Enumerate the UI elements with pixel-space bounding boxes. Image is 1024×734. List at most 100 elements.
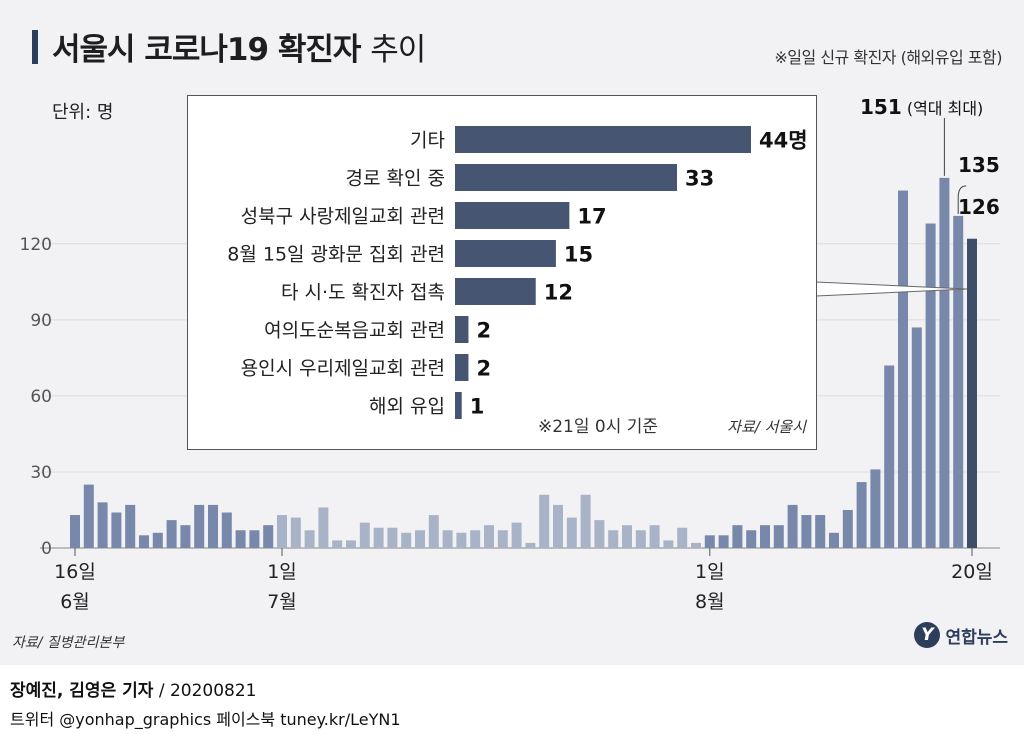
daily-bar [760, 525, 770, 548]
social-line: 트위터 @yonhap_graphics 페이스북 tuney.kr/LeYN1 [10, 710, 401, 729]
daily-bar [801, 515, 812, 548]
daily-bar [884, 365, 895, 548]
daily-bar [221, 512, 232, 548]
value-annotation: 126 [958, 195, 1000, 219]
x-tick-label-month: 6월 [60, 591, 90, 613]
daily-bar [815, 515, 826, 548]
daily-bar [152, 532, 163, 548]
category-label: 해외 유입 [369, 396, 445, 418]
daily-bar [442, 530, 453, 548]
yonhap-logo-icon: Y [914, 622, 941, 648]
daily-bar [290, 517, 301, 548]
daily-bar [870, 469, 881, 548]
category-label: 타 시·도 확진자 접촉 [281, 282, 445, 304]
x-tick-label-month: 8월 [695, 591, 725, 613]
chart-panel: 서울시 코로나19 확진자 추이 ※일일 신규 확진자 (해외유입 포함) 단위… [0, 0, 1024, 665]
inset-source: 자료/ 서울시 [727, 418, 807, 436]
daily-bar [939, 177, 950, 548]
credit-date: / 20200821 [153, 681, 257, 701]
cause-value-label: 2 [476, 357, 491, 381]
yonhap-logo: Y 연합뉴스 [914, 622, 1008, 648]
x-tick-label-day: 16일 [54, 561, 96, 583]
cause-value-label: 44명 [759, 129, 808, 153]
daily-bar [704, 535, 715, 548]
category-label: 기타 [410, 130, 445, 152]
daily-bar [456, 532, 467, 548]
title-main: 서울시 코로나19 확진자 [52, 32, 361, 68]
y-tick-label: 60 [30, 387, 52, 407]
category-label: 8월 15일 광화문 집회 관련 [227, 244, 445, 266]
value-annotation: 135 [958, 153, 1000, 177]
daily-bar [166, 520, 177, 548]
daily-bar [594, 520, 605, 548]
daily-bar [608, 530, 619, 548]
daily-bar [97, 502, 108, 548]
cause-value-label: 33 [685, 167, 714, 191]
y-tick-label: 120 [20, 235, 52, 255]
y-tick-label: 0 [41, 539, 52, 559]
chart-source: 자료/ 질병관리본부 [12, 635, 125, 651]
daily-bar [249, 530, 260, 548]
cause-bar [455, 354, 469, 381]
daily-bar [194, 504, 205, 548]
daily-bar [235, 530, 246, 548]
daily-bar [622, 525, 632, 548]
daily-bar [484, 525, 494, 548]
daily-bar [773, 525, 784, 548]
daily-bar [511, 522, 522, 548]
cause-bar [455, 126, 751, 153]
logo-text: 연합뉴스 [945, 627, 1008, 648]
daily-bar [732, 525, 743, 548]
cause-value-label: 1 [470, 395, 485, 419]
daily-bar [953, 215, 964, 548]
daily-bar [580, 494, 591, 548]
category-label: 경로 확인 중 [346, 168, 445, 190]
unit-label: 단위: 명 [52, 102, 114, 123]
daily-bar [387, 527, 398, 548]
daily-bar [304, 530, 315, 548]
daily-bar [663, 540, 674, 548]
credit-author: 장예진, 김영은 기자 [10, 681, 154, 701]
cause-bar [455, 202, 570, 229]
daily-bar [925, 223, 936, 548]
daily-bar [967, 238, 977, 548]
daily-bar [635, 530, 646, 548]
daily-bar [566, 517, 577, 548]
peak-annotation: 151 (역대 최대) [860, 95, 983, 119]
daily-bar [787, 504, 798, 548]
daily-bar [318, 507, 329, 548]
daily-bar [497, 530, 508, 548]
daily-bar [111, 512, 122, 548]
daily-bar [898, 190, 908, 548]
category-label: 여의도순복음교회 관련 [264, 320, 445, 342]
daily-bar [856, 482, 867, 548]
daily-bar [829, 532, 839, 548]
category-label: 성북구 사랑제일교회 관련 [241, 206, 445, 228]
category-label: 용인시 우리제일교회 관련 [241, 358, 445, 380]
cause-value-label: 15 [564, 243, 593, 267]
x-tick-label-day: 1일 [695, 561, 725, 583]
daily-bar [677, 527, 688, 548]
x-tick-label-day: 1일 [267, 561, 297, 583]
cause-bar [455, 316, 469, 343]
daily-bar [180, 525, 191, 548]
daily-bar [746, 530, 757, 548]
daily-bar [373, 527, 384, 548]
cause-value-label: 17 [577, 205, 606, 229]
x-tick-label-month: 7월 [267, 591, 297, 613]
title-suffix: 추이 [370, 32, 426, 68]
cause-bar [455, 164, 677, 191]
daily-bar [415, 530, 425, 548]
cause-bar [455, 392, 462, 419]
daily-bar [332, 540, 343, 548]
daily-bar [525, 542, 536, 548]
cause-value-label: 2 [476, 319, 491, 343]
daily-bar [263, 525, 274, 548]
annotation-leader-line [957, 185, 967, 214]
daily-bar [83, 484, 94, 548]
daily-bar [359, 522, 370, 548]
daily-bar [470, 530, 481, 548]
daily-bar [125, 504, 136, 548]
